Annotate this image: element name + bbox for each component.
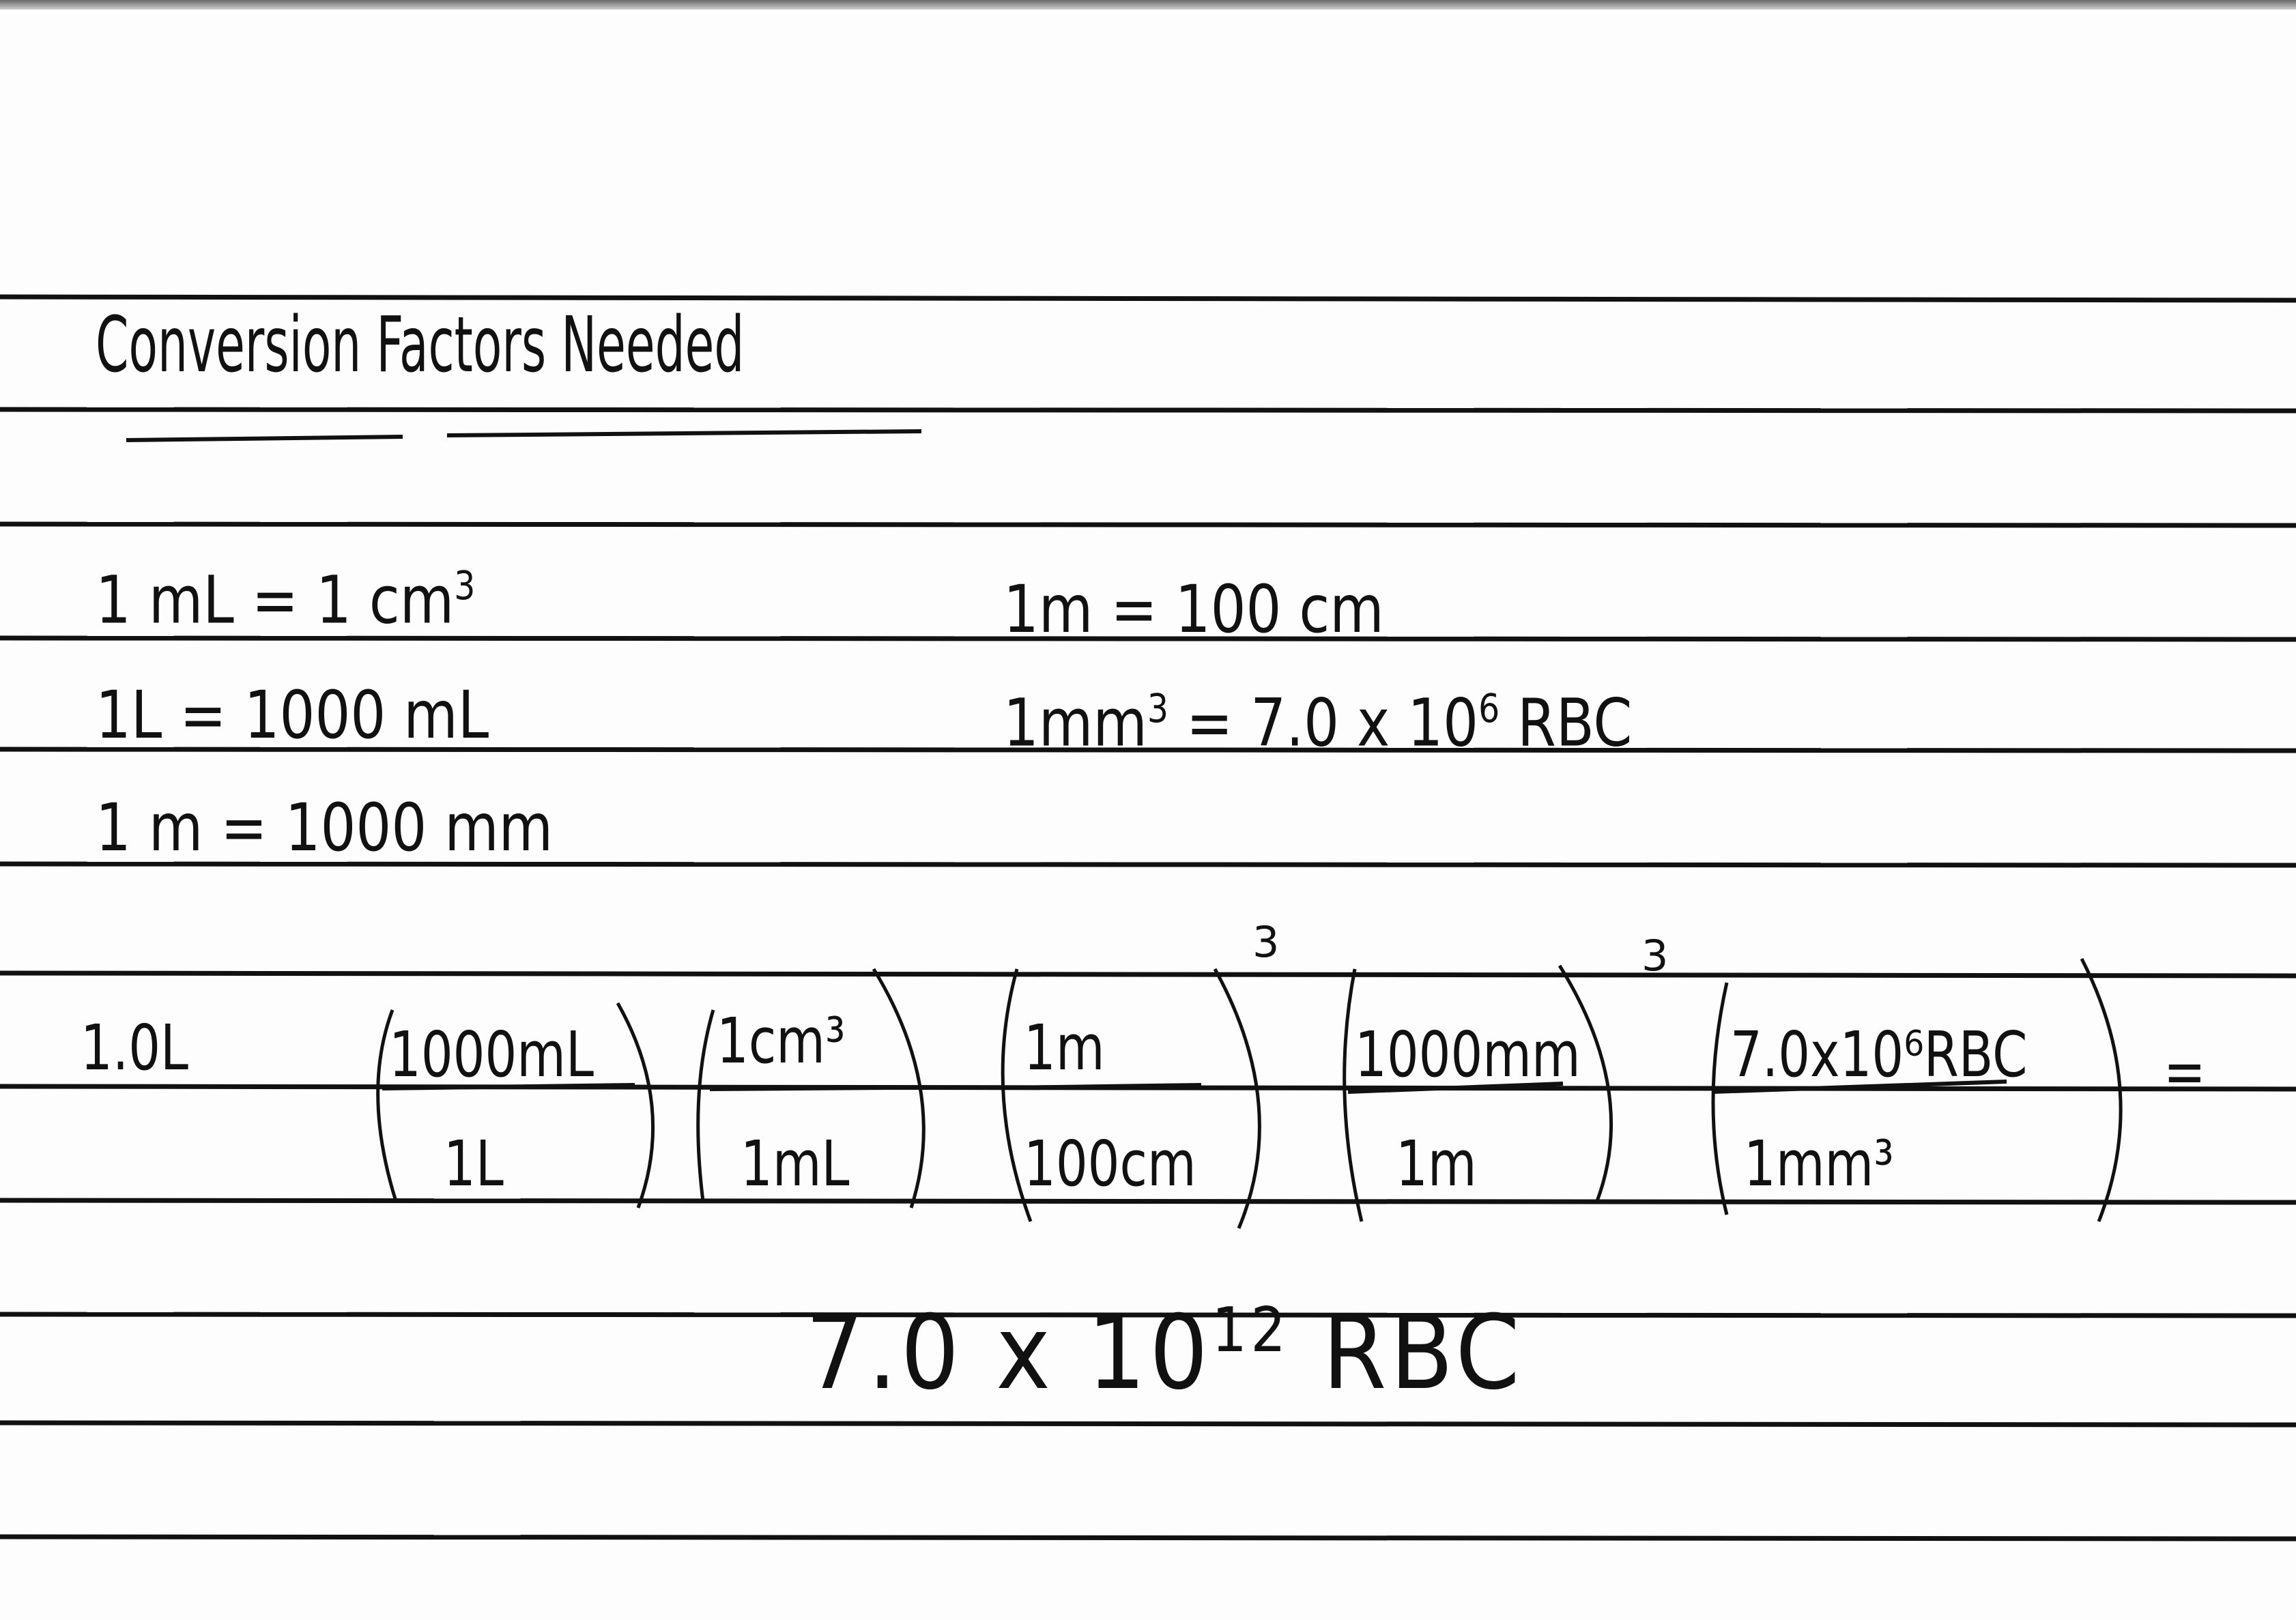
factor-lhs: 1L (96, 677, 162, 753)
fraction-numerator: 1000mL (389, 1018, 594, 1091)
factor-m-cm: 1m = 100 cm (1003, 577, 1384, 642)
factor-lhs: 1 mL (96, 562, 234, 639)
ruled-line (0, 521, 2296, 528)
fraction-denominator: 1mL (741, 1127, 850, 1200)
exponent: 3 (1147, 686, 1169, 732)
ruled-line (0, 861, 2296, 868)
ruled-line (0, 1534, 2296, 1542)
title-underline (126, 435, 403, 442)
factor-rhs: 7.0 x 10 (1250, 684, 1479, 762)
equals-sign: = (1186, 684, 1233, 762)
equals-sign: = (220, 790, 268, 866)
fraction-bar (1009, 1083, 1202, 1090)
ruled-line (0, 1198, 2296, 1205)
factor-l-ml: 1L = 1000 mL (96, 682, 489, 748)
fraction-numerator: 1000mm (1355, 1018, 1581, 1091)
factor-lhs: 1m (1003, 571, 1093, 648)
equals-sign: = (2164, 1035, 2206, 1108)
fraction-denominator: 1m (1396, 1127, 1477, 1200)
power-exponent: 3 (1252, 917, 1280, 967)
left-paren (376, 1009, 398, 1202)
fraction-bar (382, 1083, 635, 1090)
factor-m-mm: 1 m = 1000 mm (96, 795, 553, 860)
ruled-line (0, 1420, 2296, 1428)
factor-mm3-rbc: 1mm3 = 7.0 x 106 RBC (1003, 689, 1632, 756)
right-paren (616, 1002, 655, 1209)
factor-rhs: 1000 mL (244, 677, 489, 753)
factor-lhs: 1 m (96, 790, 203, 866)
result-mantissa: 7.0 x 10 (805, 1294, 1212, 1413)
right-paren (1558, 964, 1613, 1202)
factor-rhs: 100 cm (1175, 571, 1384, 648)
factor-rhs: 1 cm (316, 562, 455, 639)
ruled-line (0, 1312, 2296, 1318)
fraction-numerator: 7.0x10⁶RBC (1730, 1018, 2028, 1091)
equals-sign: = (1110, 571, 1158, 648)
result: 7.0 x 1012 RBC (805, 1300, 1523, 1405)
right-paren (2080, 957, 2123, 1222)
ruled-line (0, 970, 2296, 979)
left-paren (696, 1009, 715, 1202)
fraction-numerator: 1m (1024, 1011, 1105, 1084)
parentheses (376, 957, 2123, 1229)
factor-ml-cm3: 1 mL = 1 cm3 (96, 566, 475, 633)
power-exponent: 3 (1641, 931, 1669, 981)
fraction-bar (1712, 1080, 2007, 1094)
right-paren (1213, 968, 1261, 1229)
fraction-denominator: 100cm (1024, 1127, 1196, 1200)
factor-unit: RBC (1517, 684, 1633, 762)
exponent: 3 (454, 563, 476, 609)
title-underline (446, 429, 922, 437)
factor-rhs: 1000 mm (285, 790, 554, 866)
ruled-line (0, 635, 2296, 642)
fraction-bar (1347, 1082, 1564, 1094)
fraction-bar (709, 1086, 895, 1091)
right-paren (872, 968, 925, 1209)
equals-sign: = (180, 677, 227, 753)
fraction-denominator: 1mm³ (1744, 1127, 1894, 1200)
ruled-line (0, 747, 2296, 753)
page-title: Conversion Factors Needed (96, 301, 745, 390)
calc-start: 1.0L (81, 1011, 189, 1084)
fraction-denominator: 1L (444, 1127, 504, 1200)
result-exponent: 12 (1211, 1294, 1290, 1366)
factor-lhs: 1mm (1003, 684, 1147, 762)
result-unit: RBC (1322, 1294, 1524, 1413)
left-paren (1343, 968, 1364, 1222)
left-paren (1001, 968, 1033, 1222)
exponent: 6 (1478, 686, 1500, 732)
ruled-line (0, 407, 2296, 414)
page-edge (0, 0, 2296, 10)
equals-sign: = (251, 562, 299, 639)
fraction-numerator: 1cm³ (717, 1004, 846, 1077)
ruled-line (0, 294, 2296, 303)
left-paren (1711, 982, 1729, 1215)
